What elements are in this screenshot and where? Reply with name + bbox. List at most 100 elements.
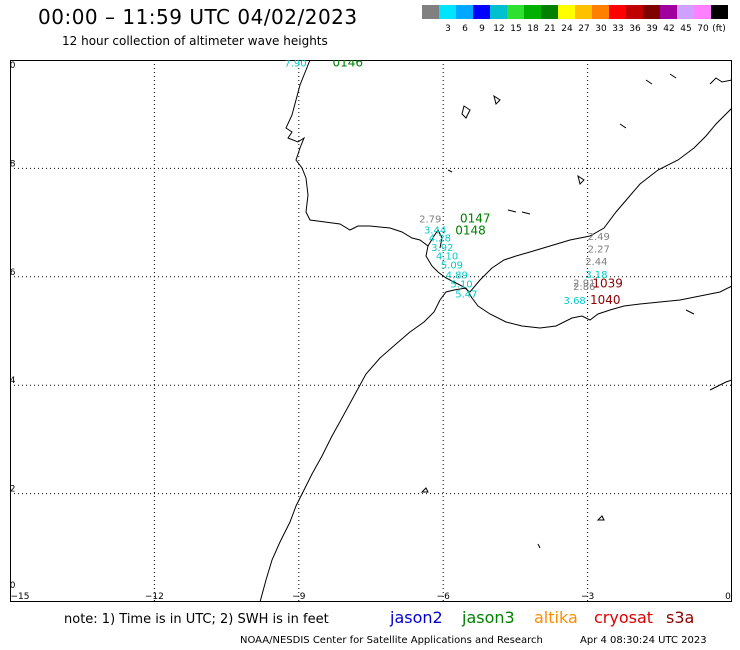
legend-swatch (558, 5, 575, 19)
wave-height-observation: 2.49 (588, 232, 610, 243)
coastline-feature-10 (685, 309, 695, 315)
wave-height-observation: 4.10 (436, 251, 458, 262)
credit-text: NOAA/NESDIS Center for Satellite Applica… (240, 635, 543, 646)
legend-swatch (711, 5, 728, 19)
altimeter-map: −15 −12 −9 −6 −3 0 30 32 34 36 38 40 7.902.793.444.… (10, 60, 732, 602)
satellite-name-cryosat: cryosat (594, 608, 654, 627)
pass-time-label: 0147 (460, 212, 491, 226)
longitude-tick-label: −9 (292, 592, 306, 602)
latitude-tick-label: 38 (10, 159, 16, 169)
longitude-tick-label: −6 (437, 592, 451, 602)
satellite-name-s3a: s3a (666, 608, 695, 627)
longitude-tick-label: 0 (725, 592, 731, 602)
wave-height-observation: 4.89 (446, 270, 468, 281)
pass-time-label: 1039 (592, 277, 623, 291)
coastline-island-1 (709, 379, 732, 391)
wave-height-observation: 5.10 (450, 280, 472, 291)
wave-height-observation: 2.91 (573, 279, 595, 290)
coastline-island-2 (420, 487, 429, 493)
legend-label: 36 (629, 24, 641, 34)
satellite-name-jason2: jason2 (390, 608, 443, 627)
footer-note: note: 1) Time is in UTC; 2) SWH is in fe… (64, 612, 329, 627)
legend-label: 24 (561, 24, 573, 34)
coastline-feature-1 (461, 105, 471, 119)
legend-swatch (660, 5, 677, 19)
latitude-tick-label: 40 (10, 61, 16, 71)
legend-label: 12 (493, 24, 505, 34)
coastline-feature-9 (669, 73, 677, 79)
wave-height-observation: 4.28 (429, 234, 451, 245)
wave-height-observation: 3.18 (585, 270, 607, 281)
coastline-feature-8 (645, 79, 653, 85)
coastline-cadiz (427, 229, 443, 249)
coastline-feature-6 (577, 174, 585, 185)
satellite-name-jason3: jason3 (462, 608, 515, 627)
wave-height-observation: 3.44 (424, 225, 446, 236)
legend-swatch (694, 5, 711, 19)
wave-height-observation: 2.27 (588, 244, 610, 255)
pass-time-label: 0148 (455, 224, 486, 238)
legend-swatch (626, 5, 643, 19)
legend-label: 21 (544, 24, 556, 34)
latitude-tick-label: 30 (10, 581, 16, 591)
pass-time-label: 0146 (332, 60, 363, 70)
legend-label: 30 (595, 24, 607, 34)
legend-swatch (439, 5, 456, 19)
wave-height-observation: 5.09 (441, 261, 463, 272)
latitude-tick-label: 32 (10, 485, 15, 495)
legend-label: 15 (510, 24, 522, 34)
coastline-feature-5 (521, 211, 531, 215)
legend-label: 70 (697, 24, 709, 34)
wave-height-observation: 2.86 (573, 282, 595, 293)
legend-swatch (473, 5, 490, 19)
legend-swatch (643, 5, 660, 19)
coastline-morocco (259, 285, 732, 602)
legend-swatch (507, 5, 524, 19)
coastline-feature-2 (493, 94, 501, 105)
legend-swatch (609, 5, 626, 19)
legend-label: 9 (479, 24, 485, 34)
legend-swatch (592, 5, 609, 19)
wave-height-observation: 3.68 (564, 296, 586, 307)
coastline-spain-med (709, 77, 732, 85)
graticule: −15 −12 −9 −6 −3 0 30 32 34 36 38 40 (10, 60, 732, 602)
generation-timestamp: Apr 4 08:30:24 UTC 2023 (580, 635, 707, 646)
coastline-island-3 (596, 515, 605, 521)
legend-label: 33 (612, 24, 624, 34)
coastline (259, 60, 732, 602)
wave-height-observation: 3.92 (431, 243, 453, 254)
coastline-portugal (285, 60, 732, 293)
coastline-island-4 (537, 543, 541, 549)
legend-swatch (677, 5, 694, 19)
legend-swatch (456, 5, 473, 19)
coastline-feature-4 (507, 209, 517, 213)
legend-label: 3 (445, 24, 451, 34)
coastline-feature-3 (447, 169, 453, 173)
legend-swatch (524, 5, 541, 19)
legend-label: 45 (680, 24, 692, 34)
legend-swatch (575, 5, 592, 19)
map-border (10, 60, 732, 602)
legend-swatch (541, 5, 558, 19)
wave-height-observation: 2.79 (419, 215, 441, 226)
legend-unit: (ft) (712, 24, 726, 34)
wave-height-observation: 5.47 (455, 289, 477, 300)
map-title: 00:00 – 11:59 UTC 04/02/2023 (38, 5, 358, 29)
legend-label: 6 (462, 24, 468, 34)
latitude-tick-label: 36 (10, 268, 16, 278)
legend-swatch (490, 5, 507, 19)
latitude-tick-label: 34 (10, 376, 16, 386)
legend-label: 27 (578, 24, 590, 34)
longitude-tick-label: −15 (11, 592, 30, 602)
legend-swatch (422, 5, 439, 19)
longitude-tick-label: −3 (581, 592, 594, 602)
wave-height-observation: 2.44 (585, 257, 607, 268)
longitude-tick-label: −12 (145, 592, 164, 602)
legend-label: 39 (646, 24, 658, 34)
coastline-feature-7 (619, 123, 627, 129)
pass-time-label: 1040 (590, 293, 621, 307)
legend-label: 18 (527, 24, 539, 34)
satellite-name-altika: altika (534, 608, 578, 627)
observation-labels: 7.90 2.793.444.283.924.105.094.895.105.47… (284, 60, 623, 307)
map-subtitle: 12 hour collection of altimeter wave hei… (62, 34, 328, 48)
